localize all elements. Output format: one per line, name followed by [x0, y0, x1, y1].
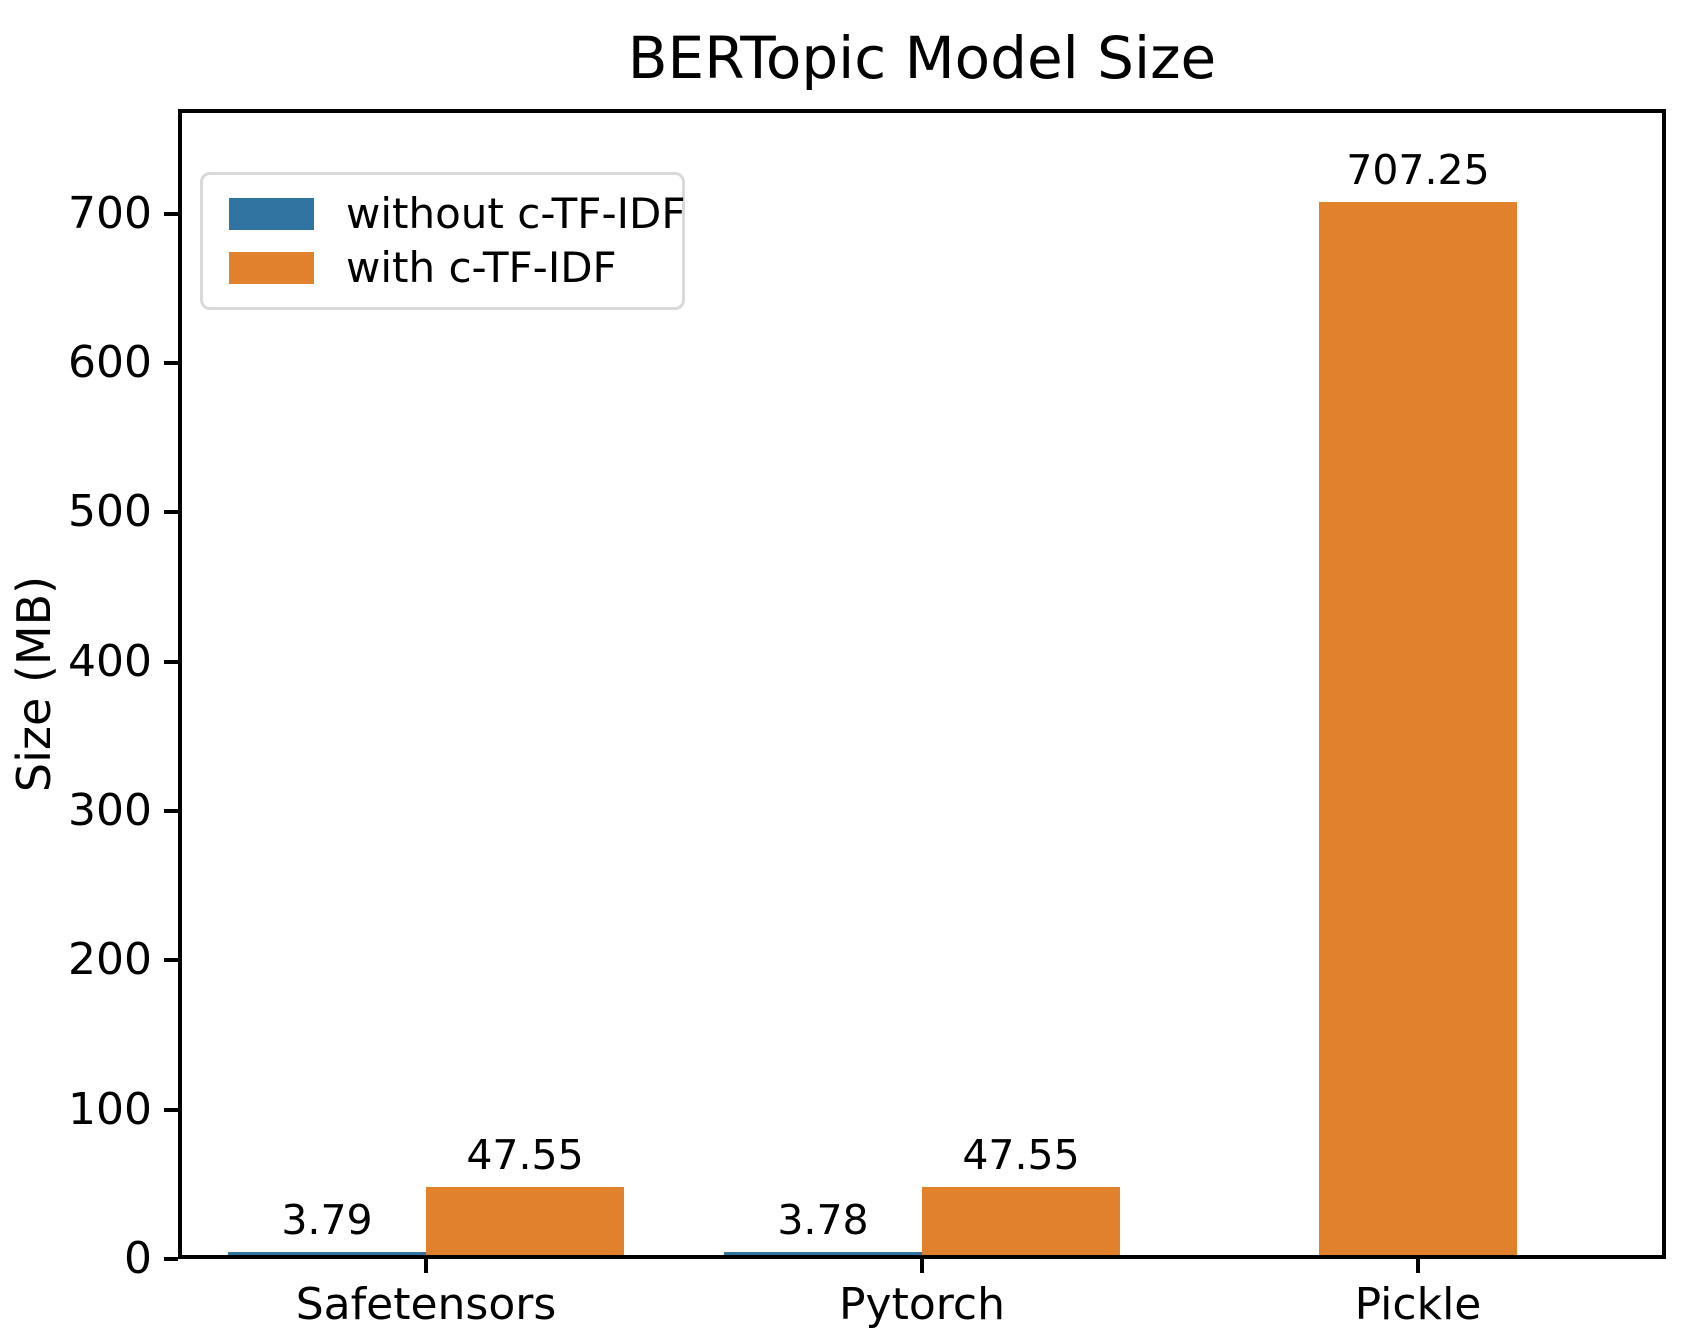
bar-value-label-safetensors-without-c-tf-idf: 3.79	[281, 1196, 373, 1245]
y-tick-label-600: 600	[68, 336, 152, 388]
y-tick-label-400: 400	[68, 635, 152, 687]
bar-value-label-safetensors-with-c-tf-idf: 47.55	[466, 1130, 584, 1179]
legend-swatch-without-ctfidf	[229, 198, 314, 230]
legend-item-without-ctfidf: without c-TF-IDF	[229, 191, 686, 237]
y-tick-mark-200	[164, 958, 178, 963]
bar-value-label-pickle-with-c-tf-idf: 707.25	[1346, 145, 1490, 194]
legend-item-with-ctfidf: with c-TF-IDF	[229, 245, 682, 291]
y-tick-mark-100	[164, 1107, 178, 1112]
y-tick-label-100: 100	[68, 1083, 152, 1135]
bar-pytorch-with-c-tf-idf	[922, 1186, 1120, 1259]
y-tick-mark-600	[164, 360, 178, 365]
y-tick-mark-500	[164, 510, 178, 515]
y-tick-label-700: 700	[68, 187, 152, 239]
x-tick-mark-pytorch	[920, 1259, 924, 1273]
y-tick-mark-300	[164, 808, 178, 813]
legend-label-with-ctfidf: with c-TF-IDF	[346, 243, 617, 292]
y-tick-label-300: 300	[68, 784, 152, 836]
y-tick-label-0: 0	[124, 1233, 152, 1284]
x-tick-label-safetensors: Safetensors	[295, 1279, 557, 1329]
legend-swatch-with-ctfidf	[229, 252, 314, 284]
y-tick-mark-0	[164, 1257, 178, 1261]
chart-title: BERTopic Model Size	[627, 24, 1217, 92]
y-tick-label-500: 500	[68, 486, 152, 538]
y-tick-mark-700	[164, 211, 178, 216]
x-tick-mark-safetensors	[424, 1259, 428, 1273]
bar-value-label-pytorch-without-c-tf-idf: 3.78	[777, 1196, 869, 1245]
x-tick-mark-pickle	[1416, 1259, 1420, 1273]
y-tick-mark-400	[164, 659, 178, 664]
y-tick-label-200: 200	[68, 934, 152, 986]
x-tick-label-pytorch: Pytorch	[839, 1279, 1005, 1329]
bar-pickle-with-c-tf-idf	[1319, 201, 1517, 1259]
bar-value-label-pytorch-with-c-tf-idf: 47.55	[962, 1130, 1080, 1179]
bar-safetensors-without-c-tf-idf	[228, 1252, 426, 1259]
legend: without c-TF-IDF with c-TF-IDF	[200, 172, 686, 310]
bar-safetensors-with-c-tf-idf	[426, 1186, 624, 1259]
x-tick-label-pickle: Pickle	[1354, 1279, 1482, 1329]
legend-label-without-ctfidf: without c-TF-IDF	[346, 189, 686, 238]
bar-pytorch-without-c-tf-idf	[724, 1252, 922, 1259]
